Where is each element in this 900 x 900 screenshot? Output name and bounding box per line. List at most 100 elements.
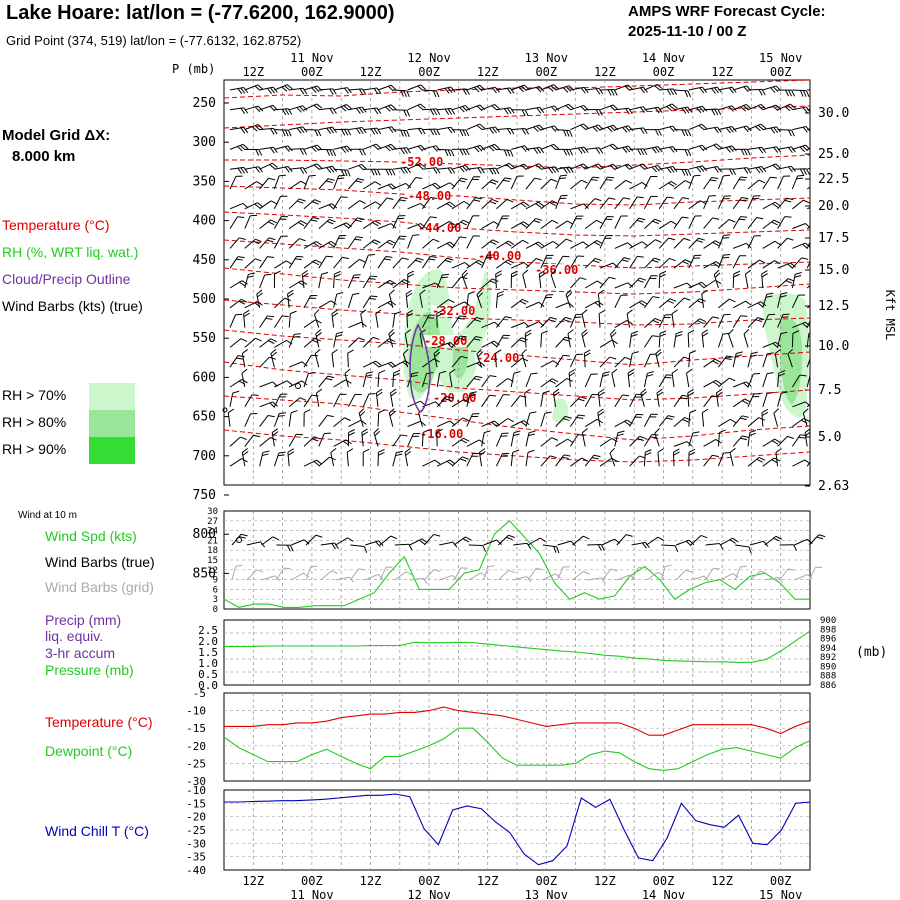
pressure-tick: 550 — [193, 331, 216, 346]
wind-barb — [451, 200, 470, 210]
pressure-tick: 250 — [193, 96, 216, 111]
wind-barb — [717, 195, 731, 210]
wind-barb — [597, 289, 605, 308]
wind-barb — [567, 329, 574, 348]
contour-label: -36.00 — [535, 263, 578, 277]
wind-barb — [777, 435, 794, 447]
wind-barb — [510, 239, 529, 249]
wind-barb — [717, 174, 731, 190]
grid-wind-barb — [305, 565, 318, 581]
wind-barb — [259, 356, 276, 368]
wind-barb — [614, 430, 625, 447]
wind-barb — [762, 201, 781, 210]
wind-barb — [614, 179, 633, 190]
wind-barb — [673, 168, 692, 176]
grid-wind-barb — [587, 577, 606, 584]
wind-barb — [436, 370, 447, 388]
wind-barb — [629, 106, 648, 113]
wind-barb — [510, 420, 530, 428]
wind-barb — [629, 330, 639, 348]
wind-barb — [451, 417, 470, 427]
wind-barb — [244, 166, 263, 173]
wind-barb — [390, 388, 397, 407]
top-date-label: 15 Nov — [759, 51, 802, 65]
wind-barb — [363, 107, 382, 115]
windchill-ytick: -15 — [186, 797, 206, 810]
wind-barb — [762, 176, 778, 190]
legend-precip-2: liq. equiv. — [45, 628, 104, 644]
pressure-tick: 400 — [193, 214, 216, 229]
wind-barb — [466, 166, 485, 174]
wind-barb — [643, 449, 652, 467]
wind-barb — [303, 163, 323, 170]
wind-barb — [451, 177, 468, 190]
wind-barb — [777, 292, 788, 308]
legend-wind-barbs-true: Wind Barbs (true) — [45, 554, 155, 570]
wind-barb — [777, 216, 792, 229]
wind-barb — [303, 103, 323, 111]
kft-tick: 20.0 — [818, 199, 849, 214]
wind-barb — [659, 125, 678, 133]
wind-barb — [407, 432, 421, 447]
wind-barb — [658, 330, 667, 348]
wind-barb — [629, 300, 648, 309]
wind-barb — [703, 240, 722, 249]
wind-barb — [436, 273, 450, 289]
wind-barb — [270, 348, 277, 368]
wind-barb — [521, 348, 528, 368]
wind-barb — [303, 459, 323, 467]
wind-barb — [540, 411, 552, 427]
pressure-tick: 650 — [193, 410, 216, 425]
pressure-tick: 300 — [193, 135, 216, 150]
wind-barb — [627, 369, 635, 388]
wind-barb — [496, 87, 515, 95]
wind-barb — [318, 414, 334, 427]
wind-barb — [315, 329, 322, 348]
wind-barb — [333, 128, 352, 136]
wind-barb — [555, 174, 568, 190]
wind-barb — [481, 430, 491, 447]
wind-barb — [599, 143, 619, 150]
wind-barb — [362, 360, 382, 368]
wind-ytick: 3 — [213, 595, 218, 605]
model-grid-label: Model Grid ΔX: — [2, 127, 111, 144]
wind-barb — [481, 278, 499, 289]
wind-barb — [303, 259, 322, 269]
wind-barb — [761, 408, 769, 427]
wind-barb — [333, 196, 348, 210]
wind-barb — [259, 237, 276, 249]
wind-barb — [259, 177, 276, 190]
wind-barb — [732, 255, 747, 269]
wind-barb — [377, 104, 397, 112]
wind-barb — [229, 256, 245, 269]
sfc-wind-barb — [675, 539, 695, 547]
wind-barb — [598, 309, 606, 328]
sfc-wind-barb — [231, 533, 248, 546]
wind-barb — [581, 428, 588, 447]
wind-barb — [762, 219, 781, 229]
grid-wind-barb — [498, 569, 516, 581]
wind-barb — [643, 371, 654, 388]
wind-barb — [392, 235, 407, 249]
wind-barb — [388, 289, 395, 308]
wind-barb — [570, 123, 589, 131]
wind-barb — [422, 459, 441, 467]
wind-barb — [422, 358, 440, 368]
contour-label: -16.00 — [420, 427, 463, 441]
wind-barb — [701, 408, 709, 427]
wind-barb — [718, 105, 737, 112]
grid-point: Grid Point (374, 519) lat/lon = (-77.613… — [6, 33, 302, 48]
wind-barb — [687, 329, 695, 348]
wind-barb — [318, 432, 332, 447]
contour-label-bg — [477, 250, 521, 262]
wind-barb — [392, 369, 400, 388]
wind-barb — [392, 215, 406, 229]
wind-barb — [288, 397, 307, 408]
wind-barb — [244, 272, 255, 289]
wind-barb — [259, 86, 278, 94]
wind-barb — [436, 459, 456, 467]
wind-barb — [703, 176, 719, 190]
wind-barb — [792, 417, 810, 428]
wind-barb — [392, 182, 412, 190]
wind-barb — [629, 435, 646, 447]
